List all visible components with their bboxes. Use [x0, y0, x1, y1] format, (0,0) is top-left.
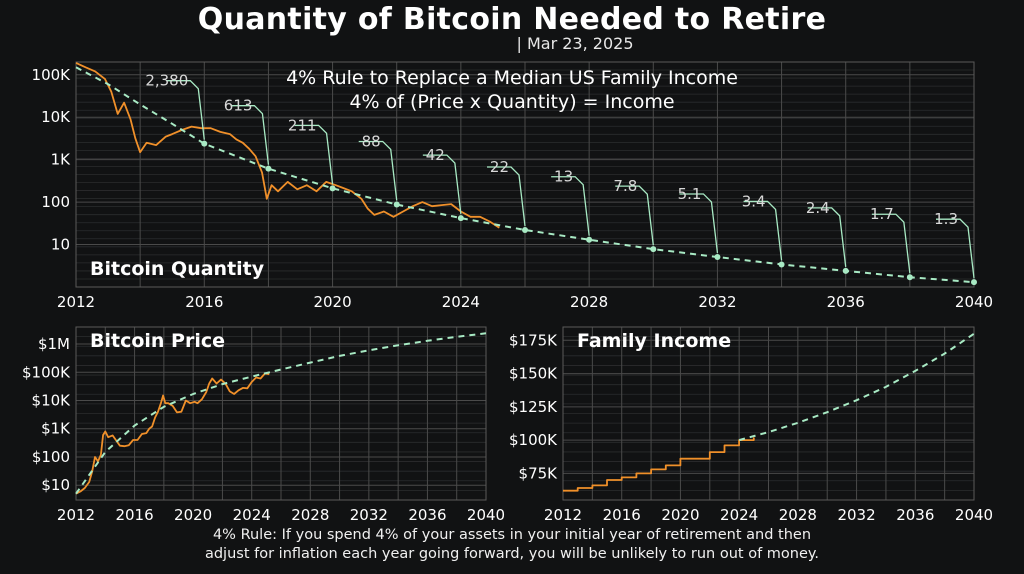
chart-1-inner-label: Bitcoin Quantity	[90, 258, 265, 280]
chart-1-y-tick-label: 10K	[41, 108, 71, 126]
chart-1-callout-leader	[615, 185, 654, 246]
chart-3-series-actual	[563, 437, 755, 492]
chart-3-y-tick-label: $175K	[509, 331, 558, 349]
chart-1-callout-label: 1.3	[934, 210, 958, 228]
chart-2-x-tick-label: 2012	[57, 506, 95, 524]
chart-2-x-tick-label: 2028	[291, 506, 329, 524]
page-title: Quantity of Bitcoin Needed to Retire	[197, 2, 827, 37]
chart-1-series-actual	[75, 62, 500, 229]
chart-2-series-actual	[75, 372, 270, 495]
chart-3-x-tick-label: 2012	[544, 506, 582, 524]
chart-3-x-tick-label: 2028	[779, 506, 817, 524]
chart-2-y-tick-label: $10K	[32, 391, 72, 409]
chart-1-callout-point	[650, 246, 657, 253]
chart-3-series-projection	[738, 332, 975, 442]
chart-1-callout-label: 3.4	[742, 192, 766, 210]
chart-1-callout-leader	[743, 200, 783, 261]
chart-1-y-tick-label: 100	[41, 193, 70, 211]
chart-2-x-tick-label: 2032	[350, 506, 388, 524]
footnote: 4% Rule: If you spend 4% of your assets …	[0, 526, 1024, 564]
chart-1-callout-leader	[230, 105, 270, 165]
chart-1-x-tick-label: 2016	[185, 293, 223, 311]
chart-2-y-tick-label: $1M	[38, 335, 70, 353]
chart-1-callout-leader	[358, 140, 398, 201]
chart-1-x-tick-label: 2020	[313, 293, 351, 311]
chart-2-x-tick-label: 2016	[115, 506, 153, 524]
chart-1-callout-point	[457, 215, 464, 222]
chart-1-callout-leader	[871, 213, 911, 274]
chart-2-y-tick-label: $100	[32, 448, 70, 466]
chart-3-x-tick-label: 2024	[720, 506, 758, 524]
chart-3-frame	[562, 326, 975, 501]
chart-1-callout-label: 7.8	[613, 177, 637, 195]
chart-1-callout-point	[265, 165, 272, 172]
chart-1-callout-label: 2.4	[806, 199, 830, 217]
chart-3-y-tick-label: $150K	[509, 365, 558, 383]
chart-2-series-projection	[75, 332, 487, 495]
footnote-line-1: 4% Rule: If you spend 4% of your assets …	[212, 527, 812, 543]
chart-1-x-tick-label: 2024	[442, 293, 480, 311]
chart-3-inner-label: Family Income	[577, 330, 731, 352]
chart-1-y-tick-label: 100K	[32, 66, 72, 84]
chart-2-frame	[75, 326, 487, 501]
chart-3-y-tick-label: $100K	[509, 431, 558, 449]
chart-1-callout-label: 88	[362, 132, 381, 150]
chart-1-series-projection	[75, 66, 975, 284]
chart-3-x-tick-label: 2036	[896, 506, 934, 524]
footnote-line-2: adjust for inflation each year going for…	[204, 546, 820, 562]
chart-date: | Mar 23, 2025	[516, 34, 634, 53]
chart-1-callout-leader	[807, 207, 847, 267]
chart-3-x-tick-label: 2032	[837, 506, 875, 524]
chart-1-callout-leader	[487, 166, 526, 227]
chart-1-callout-label: 2,380	[145, 72, 188, 90]
chart-1-callout-label: 42	[426, 146, 445, 164]
chart-1-callout-leader	[936, 218, 975, 279]
chart-2-inner-label: Bitcoin Price	[90, 330, 225, 352]
chart-1-callout-label: 211	[288, 116, 317, 134]
chart-2-x-tick-label: 2040	[467, 506, 505, 524]
chart-1-callout-point	[329, 185, 336, 192]
chart-1-callout-point	[586, 236, 593, 243]
chart-subtitle: 4% of (Price x Quantity) = Income	[349, 91, 674, 113]
chart-3-x-tick-label: 2040	[955, 506, 993, 524]
chart-1-x-tick-label: 2012	[57, 293, 95, 311]
chart-1-callout-leader	[166, 80, 205, 140]
chart-1-callout-leader	[679, 193, 719, 254]
chart-title: 4% Rule to Replace a Median US Family In…	[286, 67, 738, 89]
chart-1-callout-point	[778, 261, 785, 268]
chart-2-x-tick-label: 2024	[233, 506, 271, 524]
chart-1-x-tick-label: 2028	[570, 293, 608, 311]
chart-1-y-tick-label: 10	[51, 236, 70, 254]
chart-1-callout-label: 13	[554, 168, 573, 186]
chart-1-callout-label: 5.1	[678, 185, 702, 203]
chart-1-callout-leader	[551, 176, 590, 236]
chart-1-callout-leader	[294, 124, 334, 185]
chart-1-x-tick-label: 2032	[698, 293, 736, 311]
chart-1-x-tick-label: 2040	[955, 293, 993, 311]
chart-2-y-tick-label: $1K	[41, 420, 71, 438]
chart-1-callout-label: 1.7	[870, 205, 894, 223]
chart-3-x-tick-label: 2016	[603, 506, 641, 524]
chart-1-callout-label: 613	[224, 97, 253, 115]
chart-2-x-tick-label: 2036	[408, 506, 446, 524]
chart-1-frame	[75, 61, 975, 288]
chart-1-callout-point	[714, 253, 721, 260]
chart-1-callout-point	[842, 267, 849, 274]
chart-2-x-tick-label: 2020	[174, 506, 212, 524]
chart-3-x-tick-label: 2020	[661, 506, 699, 524]
chart-2-y-tick-label: $10	[41, 476, 70, 494]
chart-1-callout-point	[201, 140, 208, 147]
chart-3-y-tick-label: $75K	[519, 464, 559, 482]
chart-2-y-tick-label: $100K	[22, 363, 71, 381]
chart-1-callout-point	[906, 274, 913, 281]
chart-1-callout-point	[971, 279, 977, 286]
chart-1-callout-leader	[422, 154, 462, 215]
chart-1-y-tick-label: 1K	[51, 151, 72, 169]
chart-1-callout-point	[393, 201, 400, 208]
chart-1-callout-label: 22	[490, 158, 509, 176]
chart-1-x-tick-label: 2036	[827, 293, 865, 311]
chart-3-y-tick-label: $125K	[509, 398, 558, 416]
chart-1-callout-point	[522, 227, 528, 234]
